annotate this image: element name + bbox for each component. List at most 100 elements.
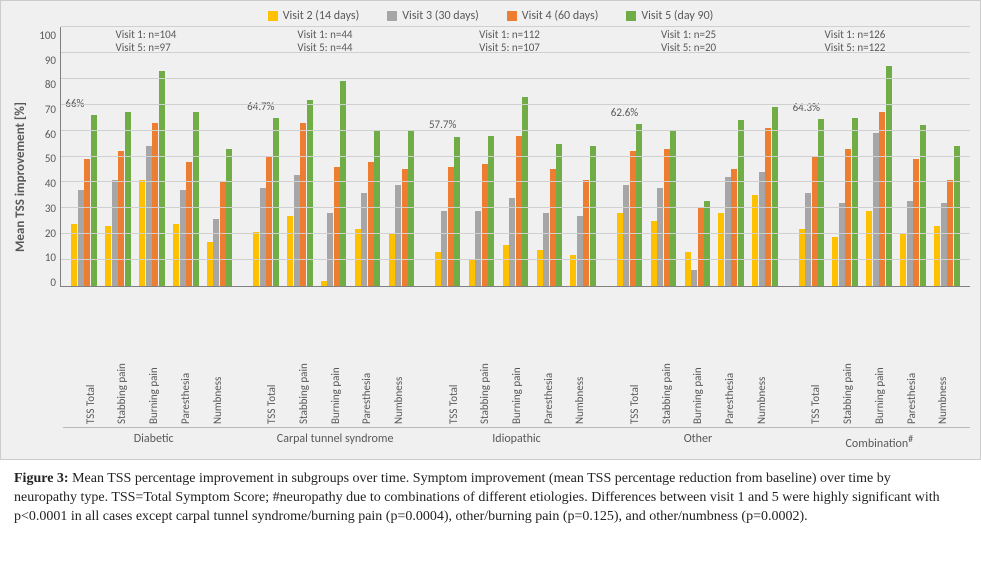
- bar-cluster: [105, 27, 131, 286]
- bar: [522, 97, 528, 286]
- bar-cluster: [866, 27, 892, 286]
- bar: [226, 149, 232, 286]
- bar: [105, 226, 111, 286]
- bar: [691, 270, 697, 286]
- group-block: 64.3%: [788, 27, 970, 286]
- bar: [920, 125, 926, 286]
- gridline: [61, 207, 970, 208]
- legend-item: Visit 5 (day 90): [626, 9, 713, 23]
- bar-cluster: [832, 27, 858, 286]
- x-category-label: Paresthesia: [179, 327, 192, 427]
- bar-cluster: [503, 27, 529, 286]
- bar-cluster: [469, 27, 495, 286]
- legend-item: Visit 4 (60 days): [507, 9, 599, 23]
- legend-item: Visit 3 (30 days): [387, 9, 479, 23]
- bar-cluster: [173, 27, 199, 286]
- gridline: [61, 78, 970, 79]
- bar: [180, 190, 186, 286]
- bar: [509, 198, 515, 286]
- bar: [321, 281, 327, 286]
- bar: [818, 119, 824, 286]
- x-category-label: Burning pain: [873, 327, 886, 427]
- plot-wrap: Mean TSS improvement [%] 100908070605040…: [11, 27, 970, 327]
- bar: [402, 169, 408, 286]
- x-group-label: Other: [607, 427, 788, 450]
- pct-callout: 64.7%: [247, 100, 274, 113]
- group-note: Visit 1: n=44Visit 5: n=44: [297, 29, 352, 54]
- figure-label: Figure 3:: [14, 471, 69, 486]
- group-note: Visit 1: n=126Visit 5: n=122: [825, 29, 886, 54]
- caption-text: Mean TSS percentage improvement in subgr…: [14, 471, 940, 524]
- bar: [543, 213, 549, 286]
- bar: [220, 182, 226, 286]
- bar: [731, 169, 737, 286]
- legend-swatch: [507, 11, 517, 21]
- bar: [327, 213, 333, 286]
- y-tick: 50: [30, 152, 56, 165]
- group-note: Visit 1: n=25Visit 5: n=20: [661, 29, 716, 54]
- bar: [435, 252, 441, 286]
- x-category-label: Stabbing pain: [297, 327, 310, 427]
- bar: [617, 213, 623, 286]
- group-block: 57.7%: [425, 27, 607, 286]
- bar-cluster: [570, 27, 596, 286]
- bar-cluster: [685, 27, 711, 286]
- x-category-label: Burning pain: [329, 327, 342, 427]
- y-axis-title: Mean TSS improvement [%]: [11, 27, 30, 327]
- group-block: 62.6%: [606, 27, 788, 286]
- bar: [685, 252, 691, 286]
- bar: [636, 124, 642, 286]
- bar: [954, 146, 960, 286]
- y-tick: 100: [30, 29, 56, 42]
- bar: [866, 211, 872, 286]
- y-tick: 80: [30, 78, 56, 91]
- bar-cluster: 66%: [71, 27, 97, 286]
- gridline: [61, 181, 970, 182]
- bar: [623, 185, 629, 286]
- x-group: TSS TotalStabbing painBurning painParest…: [63, 327, 244, 455]
- legend-label: Visit 3 (30 days): [402, 9, 479, 23]
- y-tick: 0: [30, 276, 56, 289]
- bars-area: 66% 64.7% 57.7%62.6% 64.3%: [61, 27, 970, 286]
- y-tick: 30: [30, 202, 56, 215]
- gridline: [61, 26, 970, 27]
- legend-label: Visit 5 (day 90): [641, 9, 713, 23]
- bar: [307, 100, 313, 286]
- bar-cluster: [287, 27, 313, 286]
- bar-cluster: [321, 27, 347, 286]
- y-tick: 70: [30, 103, 56, 116]
- bar: [537, 250, 543, 286]
- x-axis: TSS Total Stabbing pain Burning pain Parest…: [11, 327, 970, 455]
- x-category-label: TSS Total: [809, 327, 822, 427]
- bar-cluster: 64.3%: [799, 27, 825, 286]
- bar: [550, 169, 556, 286]
- x-group-label: Combination#: [789, 427, 970, 455]
- bar: [91, 115, 97, 286]
- x-category-label: TSS Total: [628, 327, 641, 427]
- legend-label: Visit 2 (14 days): [283, 9, 360, 23]
- bar: [260, 188, 266, 286]
- bar-cluster: [139, 27, 165, 286]
- bar: [448, 167, 454, 286]
- bar-cluster: [355, 27, 381, 286]
- y-tick: 90: [30, 54, 56, 67]
- bar: [704, 201, 710, 286]
- group-note: Visit 1: n=112Visit 5: n=107: [479, 29, 540, 54]
- x-category-label: Burning pain: [510, 327, 523, 427]
- x-category-label: Numbness: [573, 327, 586, 427]
- x-categories: TSS TotalStabbing painBurning painParest…: [244, 327, 425, 427]
- x-category-label: Burning pain: [147, 327, 160, 427]
- gridline: [61, 130, 970, 131]
- bar: [287, 216, 293, 286]
- bar: [577, 216, 583, 286]
- bar: [718, 213, 724, 286]
- figure-caption: Figure 3: Mean TSS percentage improvemen…: [0, 460, 960, 541]
- x-category-label: TSS Total: [447, 327, 460, 427]
- bar: [664, 149, 670, 286]
- x-group-label: Idiopathic: [426, 427, 607, 450]
- x-group: TSS TotalStabbing painBurning painParest…: [426, 327, 607, 455]
- bar: [186, 162, 192, 286]
- x-categories: TSS TotalStabbing painBurning painParest…: [789, 327, 970, 427]
- x-category-label: Stabbing pain: [660, 327, 673, 427]
- x-group-label: Carpal tunnel syndrome: [244, 427, 425, 450]
